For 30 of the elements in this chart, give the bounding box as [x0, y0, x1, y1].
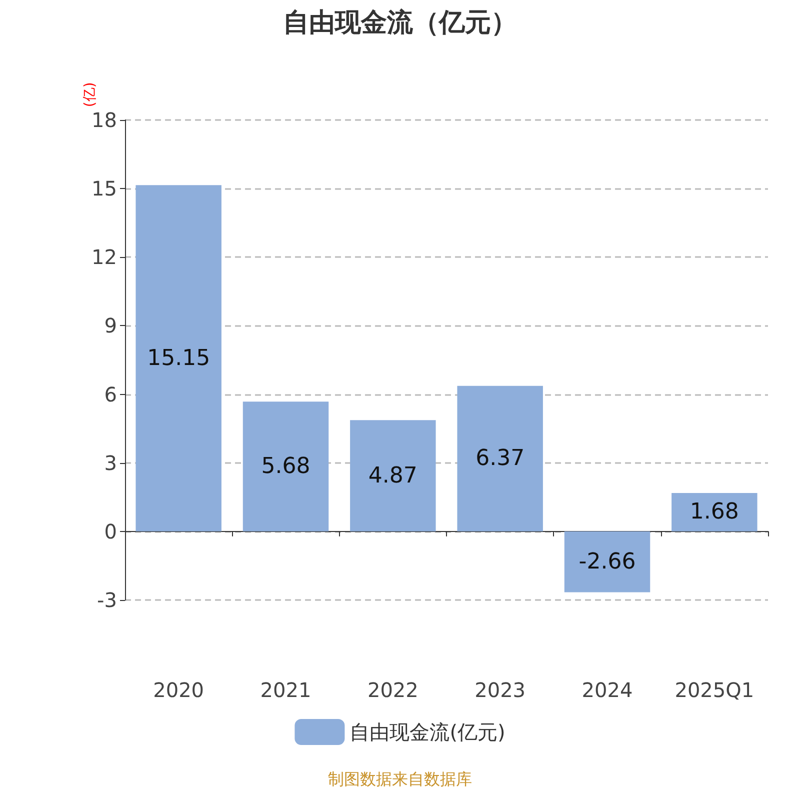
y-tick-label: 18: [92, 108, 117, 132]
bar: [564, 531, 650, 592]
y-tick-label: 15: [92, 176, 117, 201]
data-label: -2.66: [578, 549, 636, 574]
x-tick-label: 2022: [367, 678, 418, 702]
bar: [136, 185, 222, 532]
bar: [457, 386, 543, 532]
x-tick-label: 2021: [260, 678, 312, 702]
y-tick-label: -3: [97, 588, 117, 612]
data-label: 6.37: [476, 446, 525, 472]
x-tick-label: 2023: [474, 678, 526, 702]
y-tick-label: 0: [104, 519, 117, 544]
chart-title: 自由现金流（亿元）: [283, 8, 517, 38]
x-tick-label: 2025Q1: [674, 678, 754, 702]
y-tick-label: 3: [104, 450, 117, 475]
data-label: 1.68: [690, 500, 739, 525]
y-axis-title: (亿): [82, 82, 98, 108]
data-label: 5.68: [261, 454, 310, 480]
y-tick-label: 6: [104, 382, 117, 406]
bar: [672, 493, 758, 532]
legend-label: 自由现金流(亿元): [350, 720, 506, 744]
bar: [242, 402, 329, 532]
data-label: 4.87: [368, 463, 418, 488]
text: 制图数据来自数据库: [328, 770, 472, 788]
x-tick-label: 2020: [153, 678, 204, 702]
y-tick-label: 12: [92, 245, 117, 270]
data-label: 15.15: [147, 346, 210, 371]
bar: [350, 420, 436, 532]
x-tick-label: 2024: [582, 678, 633, 702]
y-tick-label: 9: [104, 314, 117, 338]
